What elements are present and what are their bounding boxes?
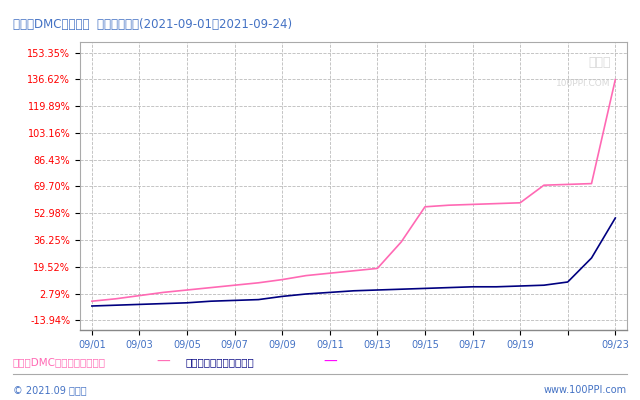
Text: —: — [157, 355, 170, 369]
Text: 有机硅DMC－金属硅  价格趋势比较(2021-09-01－2021-09-24): 有机硅DMC－金属硅 价格趋势比较(2021-09-01－2021-09-24) [13, 18, 292, 31]
Text: —: — [323, 355, 337, 369]
Text: 生意社: 生意社 [588, 56, 611, 70]
Text: 金属琉现货价格变化幅度: 金属琉现货价格变化幅度 [186, 357, 254, 367]
Text: 100PPI.COM: 100PPI.COM [556, 80, 611, 88]
Text: 有机琉DMC现货价格变化幅度: 有机琉DMC现货价格变化幅度 [13, 357, 106, 367]
Text: www.100PPI.com: www.100PPI.com [544, 385, 627, 395]
Text: © 2021.09 生意社: © 2021.09 生意社 [13, 385, 86, 395]
